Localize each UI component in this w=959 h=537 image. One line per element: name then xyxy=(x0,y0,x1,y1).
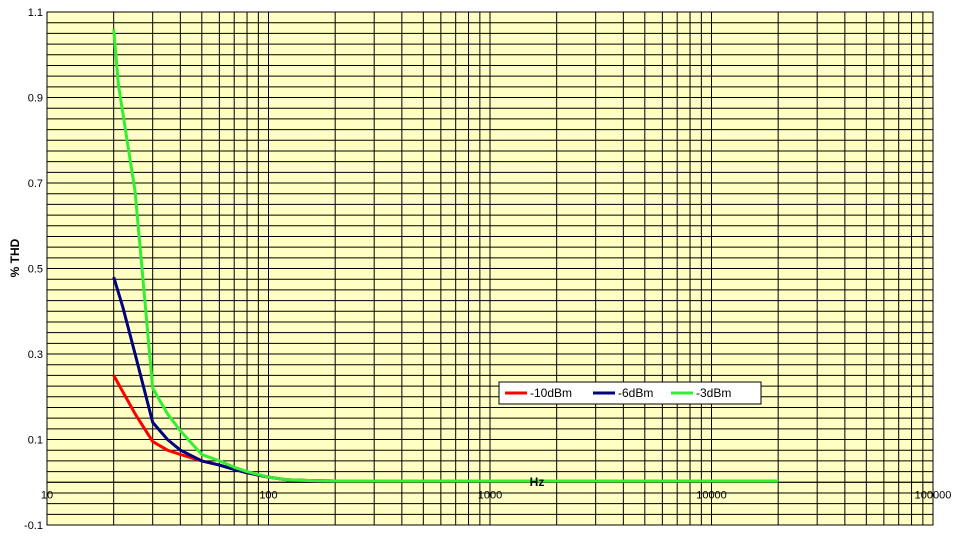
y-tick-label: -0.1 xyxy=(24,520,43,532)
x-tick-labels: 10 100 1000 10000 100000 xyxy=(41,489,951,501)
y-tick-label: 0.5 xyxy=(28,264,43,276)
series-layer xyxy=(112,28,779,483)
series-line--3dBm xyxy=(112,28,779,483)
x-tick-label: 100000 xyxy=(915,489,952,501)
y-tick-label: 0.1 xyxy=(28,435,43,447)
grid xyxy=(47,12,933,525)
x-axis-title: Hz xyxy=(530,475,545,489)
y-tick-labels: -0.1 0.1 0.3 0.5 0.7 0.9 1.1 xyxy=(24,7,43,532)
x-tick-label: 10 xyxy=(41,489,53,501)
y-tick-label: 0.3 xyxy=(28,349,43,361)
y-axis-title: % THD xyxy=(8,238,22,277)
x-tick-label: 10000 xyxy=(696,489,727,501)
x-tick-label: 1000 xyxy=(478,489,502,501)
legend: -10dBm -6dBm -3dBm xyxy=(498,381,762,405)
legend-entry: -6dBm xyxy=(618,386,653,400)
y-tick-label: 0.9 xyxy=(28,93,43,105)
x-tick-label: 100 xyxy=(259,489,277,501)
y-tick-label: 1.1 xyxy=(28,7,43,19)
legend-entry: -10dBm xyxy=(530,386,572,400)
legend-entry: -3dBm xyxy=(696,386,731,400)
y-tick-label: 0.7 xyxy=(28,178,43,190)
legend-box xyxy=(498,381,762,405)
